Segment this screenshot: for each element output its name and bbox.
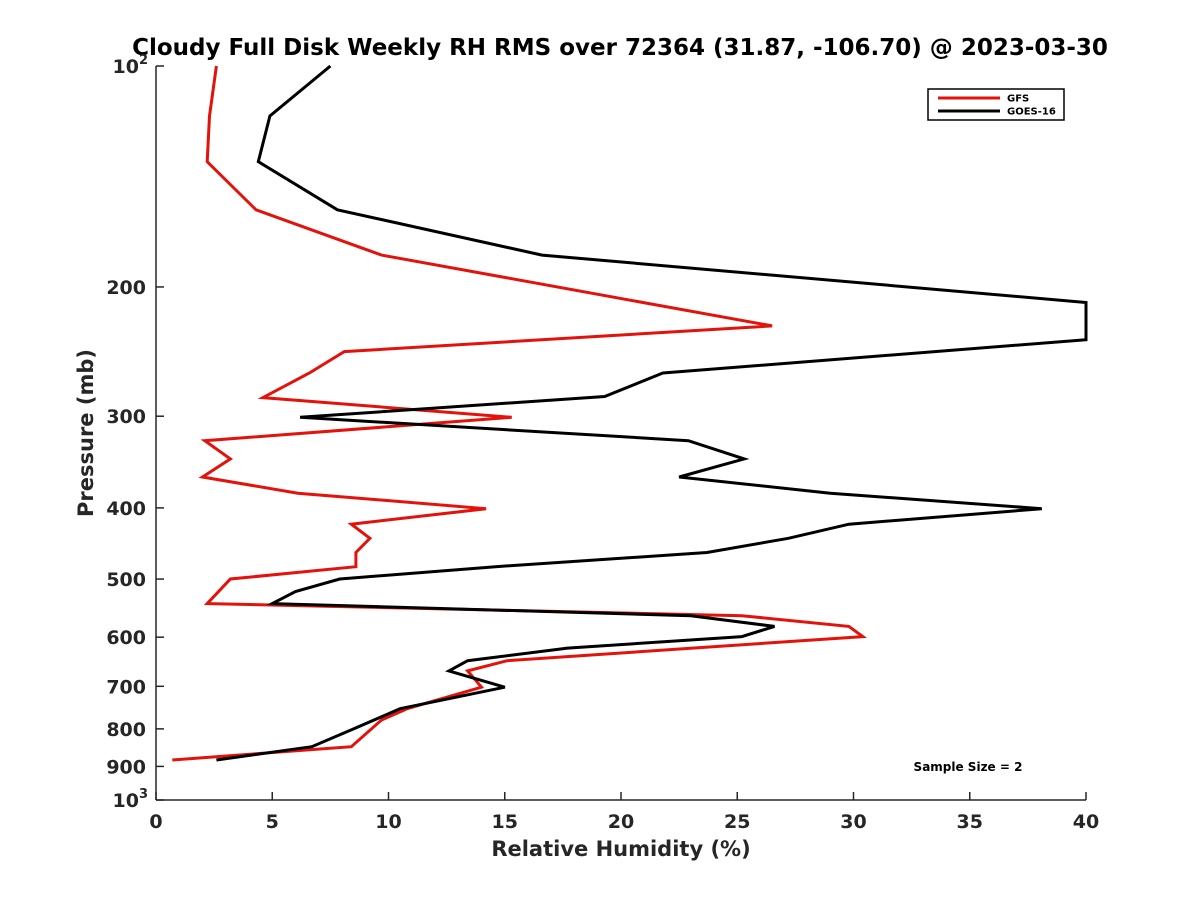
x-tick-label: 10 — [375, 811, 401, 833]
x-tick-label: 30 — [840, 811, 866, 833]
x-axis-ticks: 0 5 10 15 20 25 30 35 40 — [149, 792, 1099, 833]
y-tick-base: 10 — [113, 56, 139, 78]
x-tick-label: 20 — [608, 811, 634, 833]
series-line-gfs — [172, 65, 867, 762]
x-tick-label: 40 — [1073, 811, 1099, 833]
legend-box — [927, 88, 1065, 121]
x-tick-label: 35 — [957, 811, 983, 833]
y-tick-label: 200 — [106, 277, 146, 299]
series-line-goes-16 — [216, 64, 1088, 762]
x-axis-label: Relative Humidity (%) — [491, 837, 750, 861]
y-tick-label: 300 — [106, 406, 146, 428]
y-tick-exponent: 2 — [139, 53, 148, 68]
y-tick-label: 102 — [113, 53, 149, 78]
x-tick-label: 0 — [149, 811, 162, 833]
legend: GFS GOES-16 — [927, 88, 1065, 121]
chart-title: Cloudy Full Disk Weekly RH RMS over 7236… — [132, 35, 1108, 61]
y-tick-label: 800 — [106, 719, 146, 741]
series-lines — [172, 64, 1088, 762]
y-axis-label: Pressure (mb) — [74, 349, 98, 517]
y-tick-exponent: 3 — [139, 787, 148, 802]
x-tick-label: 5 — [266, 811, 279, 833]
y-tick-label: 500 — [106, 569, 146, 591]
legend-label-gfs: GFS — [1007, 94, 1029, 105]
y-tick-label: 700 — [106, 676, 146, 698]
y-tick-label: 103 — [113, 787, 149, 812]
y-tick-base: 10 — [113, 790, 139, 812]
x-tick-label: 15 — [492, 811, 518, 833]
x-tick-label: 25 — [724, 811, 750, 833]
y-tick-label: 900 — [106, 756, 146, 778]
sample-size-annotation: Sample Size = 2 — [914, 760, 1023, 774]
y-tick-label: 400 — [106, 498, 146, 520]
y-tick-label: 600 — [106, 627, 146, 649]
legend-label-goes-16: GOES-16 — [1007, 107, 1056, 118]
